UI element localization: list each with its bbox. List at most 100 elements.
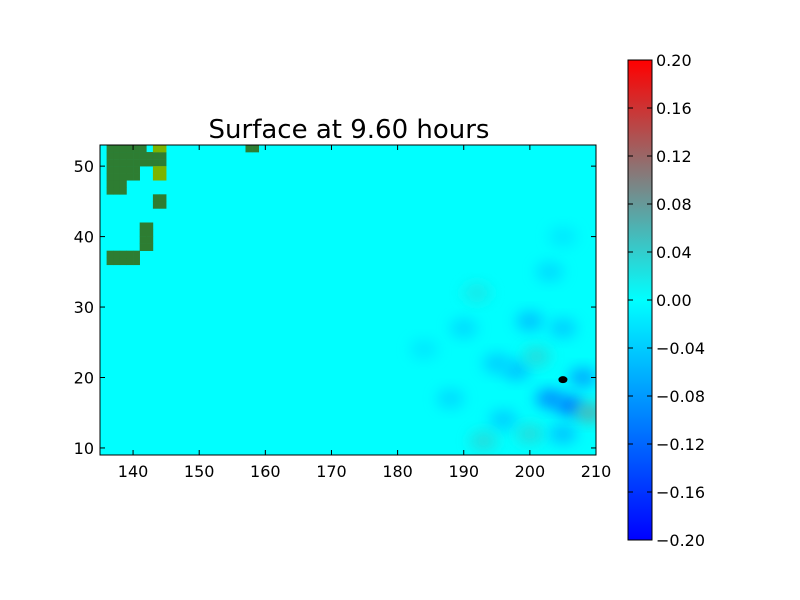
x-tick-label: 170	[316, 462, 347, 481]
land-cell	[139, 152, 147, 160]
x-tick-label: 150	[184, 462, 215, 481]
colorbar-tick-label: −0.20	[656, 531, 705, 550]
land-cell	[106, 152, 114, 160]
x-axis-ticks: 140 150 160 170 180 190 200 210	[118, 145, 611, 481]
land-cell	[119, 152, 127, 160]
ocean-background	[100, 145, 596, 455]
land-cell	[126, 159, 134, 167]
wave-feature	[548, 226, 577, 247]
x-tick-label: 140	[118, 462, 149, 481]
land-cell	[126, 152, 134, 160]
land-cell	[152, 201, 160, 209]
island-marker	[558, 376, 568, 384]
land-cell	[113, 257, 121, 266]
x-tick-label: 160	[250, 462, 281, 481]
land-cell	[126, 257, 134, 266]
land-cell	[106, 159, 114, 167]
colorbar-tick-label: 0.04	[656, 243, 692, 262]
colorbar-tick-label: 0.16	[656, 99, 692, 118]
land-cell	[119, 145, 127, 153]
wave-feature	[515, 311, 544, 332]
wave-feature	[489, 409, 518, 430]
y-tick-label: 10	[74, 439, 94, 458]
wave-feature	[462, 282, 491, 303]
land-cell	[133, 152, 140, 160]
wave-feature	[548, 318, 577, 339]
land-cell	[113, 180, 121, 188]
land-cell	[146, 243, 154, 251]
land-cell	[113, 187, 121, 195]
land-cell	[139, 236, 147, 244]
wave-feature	[436, 388, 465, 409]
land-cell	[133, 166, 140, 174]
y-tick-label: 50	[74, 157, 94, 176]
wave-feature	[469, 430, 498, 451]
x-tick-label: 200	[515, 462, 546, 481]
x-tick-label: 190	[448, 462, 479, 481]
wave-feature	[575, 402, 596, 423]
colorbar-tick-label: 0.00	[656, 291, 692, 310]
wave-feature	[449, 318, 478, 339]
colorbar-tick-label: −0.12	[656, 435, 705, 454]
colorbar: 0.20 0.16 0.12 0.08 0.04 0.00 −0.04 −0.08 −0.12 −…	[627, 51, 705, 550]
land-cell	[119, 250, 127, 259]
land-cell	[119, 257, 127, 266]
colorbar-tick-label: −0.04	[656, 339, 705, 358]
land-cell	[139, 229, 147, 237]
land-cell	[133, 250, 140, 259]
land-cell	[126, 166, 134, 174]
land-cell	[133, 159, 140, 167]
land-cell	[159, 201, 167, 209]
wave-feature	[515, 423, 544, 444]
land-cell	[113, 152, 121, 160]
land-cell	[159, 159, 167, 167]
x-tick-label: 210	[581, 462, 612, 481]
land-cell	[113, 159, 121, 167]
land-cell	[152, 159, 160, 167]
land-cell	[126, 173, 134, 181]
land-cell	[252, 145, 260, 153]
land-cell	[106, 173, 114, 181]
shallow-land-cell	[152, 166, 160, 174]
land-cell	[245, 145, 253, 153]
wave-field	[410, 226, 596, 451]
land-cell	[119, 180, 127, 188]
land-cell	[152, 152, 160, 160]
chart-title: Surface at 9.60 hours	[209, 115, 490, 145]
wave-feature	[568, 367, 596, 388]
land-cell	[119, 166, 127, 174]
land-cell	[133, 173, 140, 181]
shallow-land-cell	[159, 145, 167, 153]
land-cell	[119, 159, 127, 167]
plot-frame	[99, 144, 597, 456]
land-cell	[106, 250, 114, 259]
wave-feature	[482, 353, 511, 374]
heatmap-plot-area: 140 150 160 170 180 190 200 210 10 20 30 40 50	[74, 144, 611, 481]
x-tick-label: 180	[382, 462, 413, 481]
shallow-land-cell	[159, 166, 167, 174]
y-tick-label: 30	[74, 298, 94, 317]
land-cell	[113, 145, 121, 153]
colorbar-tick-label: −0.08	[656, 387, 705, 406]
wave-feature	[535, 261, 564, 282]
land-cell	[133, 257, 140, 266]
land-cell	[146, 159, 154, 167]
land-cell	[159, 152, 167, 160]
land-cell	[106, 180, 114, 188]
land-cell	[106, 166, 114, 174]
land-cells	[106, 145, 260, 266]
land-cell	[119, 187, 127, 195]
shallow-land-cell	[152, 173, 160, 181]
shallow-land-cell	[159, 173, 167, 181]
wave-feature	[410, 339, 439, 360]
land-cell	[113, 173, 121, 181]
land-cell	[159, 194, 167, 202]
land-cell	[146, 229, 154, 237]
colorbar-tick-label: 0.12	[656, 147, 692, 166]
colorbar-ticks: 0.20 0.16 0.12 0.08 0.04 0.00 −0.04 −0.08 −0.12 −…	[628, 51, 705, 550]
land-cell	[133, 145, 140, 153]
land-cell	[139, 243, 147, 251]
land-cell	[139, 145, 147, 153]
land-cell	[113, 166, 121, 174]
land-cell	[113, 250, 121, 259]
